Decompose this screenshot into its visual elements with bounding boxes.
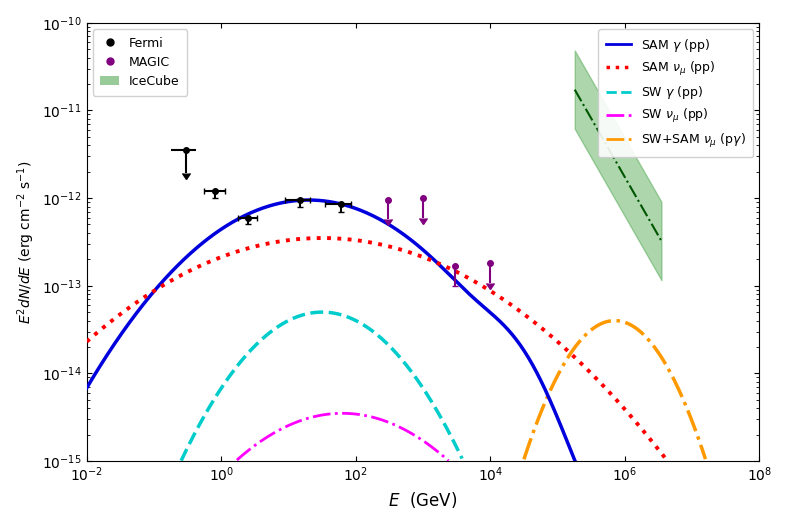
SAM $\gamma$ (pp) [355, 207, 364, 213]
SAM $\nu_\mu$ (pp) [390, 245, 399, 251]
SW $\gamma$ (pp) [369, 329, 379, 335]
Line: SAM $\nu_\mu$ (pp): SAM $\nu_\mu$ (pp) [87, 238, 667, 460]
SW $\nu_\mu$ (pp) [368, 414, 378, 421]
SAM $\nu_\mu$ (pp) [462, 274, 471, 280]
SAM $\nu_\mu$ (pp) [606, 390, 615, 396]
SW+SAM $\nu_\mu$ (p$\gamma$) [639, 332, 648, 338]
Line: SW $\gamma$ (pp): SW $\gamma$ (pp) [181, 312, 462, 460]
SW+SAM $\nu_\mu$ (p$\gamma$) [639, 331, 648, 338]
SAM $\gamma$ (pp) [322, 198, 331, 204]
SW+SAM $\nu_\mu$ (p$\gamma$) [689, 423, 699, 429]
SW $\gamma$ (pp) [368, 328, 378, 334]
SW+SAM $\nu_\mu$ (p$\gamma$) [643, 335, 652, 342]
SW $\nu_\mu$ (pp) [375, 416, 385, 423]
SW $\nu_\mu$ (pp) [369, 414, 379, 421]
SAM $\gamma$ (pp) [382, 220, 392, 227]
SAM $\nu_\mu$ (pp) [82, 339, 91, 345]
SAM $\gamma$ (pp) [82, 385, 91, 391]
X-axis label: $E$  (GeV): $E$ (GeV) [389, 490, 457, 510]
SW $\gamma$ (pp) [375, 334, 385, 341]
SW+SAM $\nu_\mu$ (p$\gamma$) [519, 456, 529, 463]
SAM $\nu_\mu$ (pp) [386, 244, 395, 250]
SAM $\gamma$ (pp) [324, 198, 334, 205]
Line: SW $\nu_\mu$ (pp): SW $\nu_\mu$ (pp) [237, 413, 449, 460]
Line: SAM $\gamma$ (pp): SAM $\gamma$ (pp) [87, 200, 575, 461]
Legend: SAM $\gamma$ (pp), SAM $\nu_\mu$ (pp), SW $\gamma$ (pp), SW $\nu_\mu$ (pp), SW+S: SAM $\gamma$ (pp), SAM $\nu_\mu$ (pp), S… [598, 29, 753, 157]
SAM $\gamma$ (pp) [496, 319, 505, 325]
Line: SW+SAM $\nu_\mu$ (p$\gamma$): SW+SAM $\nu_\mu$ (p$\gamma$) [524, 321, 705, 459]
SW+SAM $\nu_\mu$ (p$\gamma$) [520, 454, 530, 460]
SAM $\nu_\mu$ (pp) [428, 258, 438, 264]
Y-axis label: $E^2dN/dE$ (erg cm$^{-2}$ s$^{-1}$): $E^2dN/dE$ (erg cm$^{-2}$ s$^{-1}$) [15, 160, 37, 324]
